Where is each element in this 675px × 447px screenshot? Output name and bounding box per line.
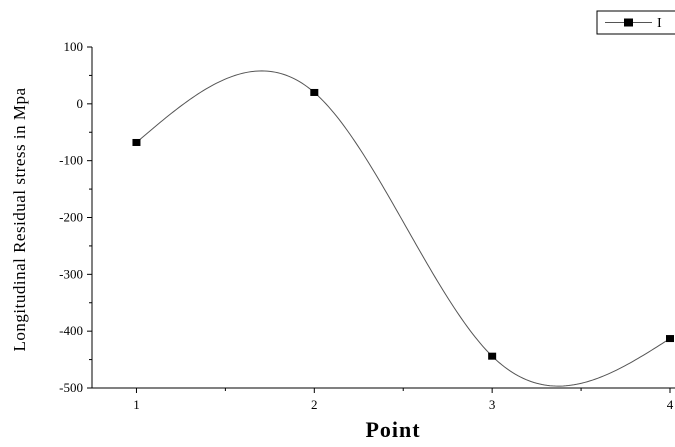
data-point-marker bbox=[132, 138, 141, 146]
ticks: 100 0 -100 -200 -300 -400 -500 1 2 3 4 bbox=[59, 39, 674, 412]
x-tick-label: 2 bbox=[311, 397, 318, 412]
legend-marker bbox=[624, 18, 633, 27]
y-tick-label: -300 bbox=[59, 266, 83, 281]
x-tick-label: 3 bbox=[489, 397, 496, 412]
legend: I bbox=[596, 10, 675, 35]
x-tick-label: 4 bbox=[667, 397, 674, 412]
y-tick-label: 0 bbox=[77, 96, 84, 111]
series-curve-layer bbox=[136, 70, 671, 387]
axes bbox=[91, 47, 675, 389]
data-point-marker bbox=[488, 352, 497, 360]
series-curve bbox=[136, 70, 671, 387]
legend-label: I bbox=[657, 16, 662, 31]
y-tick-label: -100 bbox=[59, 153, 83, 168]
x-axis-title: Point bbox=[365, 417, 420, 442]
y-tick-label: -400 bbox=[59, 323, 83, 338]
x-tick-label: 1 bbox=[133, 397, 140, 412]
data-points bbox=[132, 88, 674, 360]
data-point-marker bbox=[310, 88, 319, 96]
y-axis-title: Longitudinal Residual stress in Mpa bbox=[10, 88, 29, 352]
y-tick-label: 100 bbox=[64, 39, 84, 54]
y-tick-label: -500 bbox=[59, 380, 83, 395]
y-tick-label: -200 bbox=[59, 210, 83, 225]
data-point-marker bbox=[666, 335, 674, 343]
